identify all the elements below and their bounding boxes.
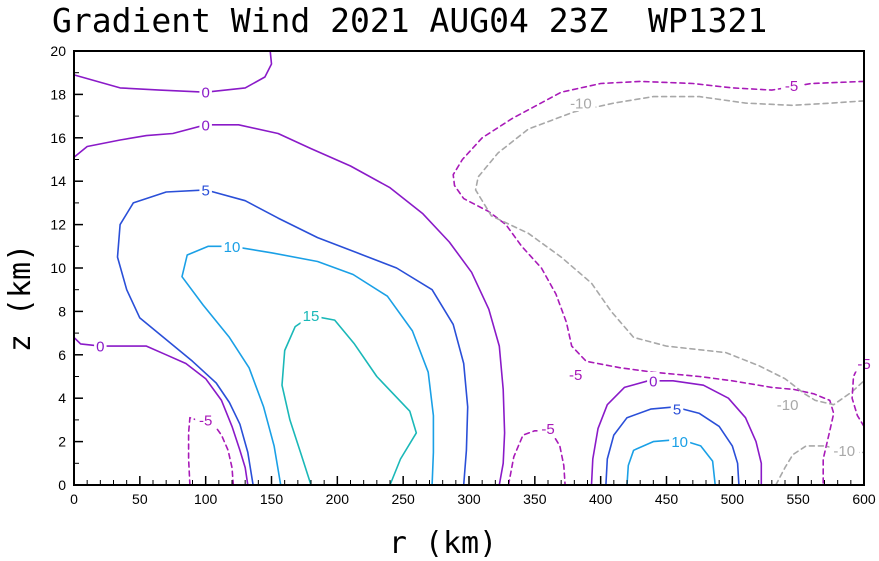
contour-label: 15 [303,308,320,325]
contour-label: 10 [224,239,241,256]
contour-10-outer [181,245,435,486]
contour-label-bg [772,395,803,413]
contour-label-bg [537,419,559,437]
x-tick-label: 250 [391,491,415,507]
chart-title: Gradient Wind 2021 AUG04 23Z WP1321 [52,1,767,40]
x-axis-label: r (km) [389,526,497,561]
x-tick-label: 350 [523,491,547,507]
y-tick-label: 6 [58,347,66,363]
x-tick-label: 300 [457,491,481,507]
contour-label: 0 [649,373,657,390]
y-tick-label: 0 [58,477,66,493]
contour-label: -5 [541,421,554,438]
contour-label-bg [221,237,243,255]
x-tick-label: 150 [260,491,284,507]
contour-0-right [590,380,763,486]
contour-10-right [626,438,716,486]
contour-0-top-left [73,50,273,93]
x-tick-label: 450 [655,491,679,507]
y-axis-ticks: 0 2 4 6 8 10 12 14 16 18 20 [50,43,83,493]
x-tick-label: 200 [326,491,350,507]
y-tick-label: 20 [50,43,66,59]
contour-label: 0 [201,85,209,102]
contour-label-bg [566,94,596,112]
x-axis-ticks: 0 50 100 150 200 250 300 350 400 450 500 550 600 [70,476,876,507]
y-tick-label: 16 [50,130,66,146]
contour-label: -10 [570,96,592,113]
contour-label-bg [829,441,859,459]
x-tick-label: 500 [721,491,745,507]
y-tick-label: 14 [50,173,66,189]
contour-label-bg [300,306,322,324]
y-tick-label: 8 [58,303,66,319]
x-tick-label: 50 [132,491,148,507]
y-axis-label: z (km) [3,244,38,352]
contour-label: 0 [96,339,104,356]
y-tick-label: 10 [50,260,66,276]
contour-label-bg [195,410,217,428]
contour-5-outer [116,189,469,486]
y-tick-label: 4 [58,390,66,406]
y-tick-label: 2 [58,434,66,450]
x-tick-label: 600 [852,491,876,507]
y-tick-label: 12 [50,217,66,233]
contour-0-lower-left [73,336,249,486]
contour-lines [73,50,865,486]
x-tick-label: 400 [589,491,613,507]
contour-label-bg [199,180,212,198]
x-tick-label: 550 [786,491,810,507]
contour-label: 0 [201,117,209,134]
contour-label-bg [94,337,107,355]
contour-label-bg [669,432,691,450]
contour-label: -10 [777,397,799,414]
contour-0-upper [73,124,506,486]
contour-neg5-middle [507,430,566,486]
contour-label-bg [647,371,660,389]
y-tick-label: 18 [50,86,66,102]
contour-neg10-upper-right [474,95,865,406]
contour-label: 5 [201,182,209,199]
contour-label: -5 [569,367,582,384]
contour-label-bg [199,115,212,133]
contour-label: 10 [671,434,688,451]
contour-label-bg [670,400,684,418]
contour-label-bg [781,76,803,94]
contour-15-core [281,314,418,486]
contour-label: 5 [673,402,681,419]
contour-label: -5 [785,78,798,95]
contour-label-bg [199,83,212,101]
contour-label: -10 [833,443,855,460]
contour-label-bg [565,365,587,383]
contour-label: -5 [199,412,212,429]
x-tick-label: 100 [194,491,218,507]
contour-neg5-upper-right [452,80,865,486]
x-tick-label: 0 [70,491,78,507]
